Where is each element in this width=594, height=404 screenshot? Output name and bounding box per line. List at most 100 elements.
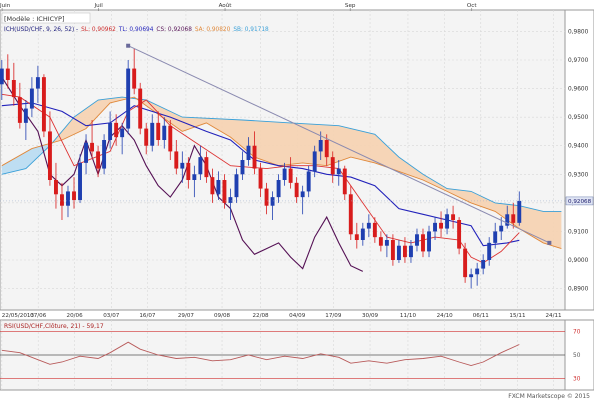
legend-item: SL: 0,90962 <box>81 27 116 33</box>
candle-body <box>162 125 167 140</box>
candle-body <box>180 162 185 169</box>
candle-body <box>409 245 413 258</box>
candle-body <box>174 151 179 169</box>
candle-body <box>204 157 209 178</box>
senkou-span-b-line <box>1 96 562 212</box>
date-tick-label: 20/06 <box>67 313 84 319</box>
candle-body <box>445 214 450 229</box>
candle-body <box>29 88 34 109</box>
month-label: Oct <box>467 3 477 9</box>
legend-item: CS: 0,92068 <box>156 27 192 33</box>
legend-item: ICH(USD/CHF, 9, 26, 52) - <box>4 27 78 33</box>
candle-body <box>427 231 431 252</box>
rsi-title: RSI(USD/CHF,Clôture, 21) - 59,17 <box>4 323 104 330</box>
candle-body <box>384 240 389 246</box>
chart-title: [Modèle : ICHICYP] <box>4 15 64 23</box>
kumo-bullish <box>1 142 53 175</box>
candle-body <box>144 128 149 146</box>
ichimoku-legend: ICH(USD/CHF, 9, 26, 52) - SL: 0,90962 TL: … <box>4 27 269 33</box>
rsi-axis: 70 50 30 <box>573 330 581 383</box>
candle-body <box>288 168 293 183</box>
candle-body <box>114 122 119 138</box>
date-tick-label: 29/07 <box>178 313 195 319</box>
month-label: Juil <box>94 3 104 9</box>
candle-body <box>150 122 155 146</box>
month-axis: JuinJuilAoûtSepOctNov <box>0 2 477 11</box>
candle-body <box>439 222 444 229</box>
legend-item: SB: 0,91718 <box>233 27 269 33</box>
candle-body <box>264 188 269 206</box>
price-tick-label: 0,9300 <box>568 172 589 178</box>
candle-body <box>312 151 317 172</box>
candle-body <box>475 268 480 275</box>
candle-body <box>5 68 10 80</box>
rsi-level-label: 70 <box>573 330 581 336</box>
candle-body <box>60 194 64 206</box>
date-tick-label: 30/09 <box>362 313 379 319</box>
candle-body <box>511 214 516 223</box>
candle-body <box>336 168 341 175</box>
trend-line-group <box>126 43 552 245</box>
price-grid <box>0 10 565 310</box>
candle-body <box>0 68 4 85</box>
candle-body <box>198 157 203 175</box>
candle-body <box>451 214 456 220</box>
candle-body <box>433 222 437 232</box>
date-tick-label: 24/11 <box>546 313 563 319</box>
candle-body <box>47 131 52 180</box>
date-tick-label: 24/10 <box>437 313 454 319</box>
date-tick-label: 22/05/2013 <box>2 313 35 319</box>
price-tick-label: 0,9800 <box>568 29 589 35</box>
candle-body <box>318 140 323 152</box>
candle-body <box>90 142 95 152</box>
candle-body <box>378 237 383 246</box>
price-axis: 0,9800 0,9700 0,9600 0,9500 0,9400 0,9300 0,92… <box>0 29 594 293</box>
candle-body <box>342 168 347 195</box>
date-tick-label: 06/11 <box>473 313 490 319</box>
month-label: Sep <box>345 3 356 9</box>
date-tick-label: 11/10 <box>400 313 417 319</box>
date-tick-label: 03/07 <box>103 313 120 319</box>
price-axis-background <box>564 9 594 311</box>
candle-body <box>168 125 173 152</box>
candle-body <box>258 168 263 189</box>
candle-body <box>23 108 28 123</box>
candle-body <box>252 145 257 169</box>
candle-body <box>421 234 425 252</box>
candle-body <box>234 174 239 198</box>
candle-body <box>457 220 462 249</box>
candle-body <box>126 68 131 129</box>
date-tick-label: 16/07 <box>139 313 156 319</box>
legend-item: SA: 0,90820 <box>195 27 231 33</box>
candle-body <box>35 77 40 89</box>
trend-line-handle <box>126 43 131 48</box>
candle-body <box>17 97 22 123</box>
candle-body <box>354 234 359 240</box>
candle-body <box>132 68 137 89</box>
candle-body <box>276 180 281 198</box>
candle-body <box>294 182 299 198</box>
trend-line <box>127 45 550 244</box>
candle-body <box>366 222 371 229</box>
candle-body <box>348 194 353 235</box>
candle-body <box>372 222 377 238</box>
last-price-label: 0,92068 <box>568 199 592 205</box>
candle-body <box>102 140 107 169</box>
candle-body <box>138 88 143 129</box>
price-tick-label: 0,8900 <box>568 287 589 293</box>
rsi-line <box>1 341 520 366</box>
candle-body <box>505 214 510 226</box>
price-tick-label: 0,9500 <box>568 115 589 121</box>
candle-body <box>402 245 407 258</box>
rsi-level-label: 50 <box>573 353 581 359</box>
candle-body <box>54 180 58 195</box>
price-tick-label: 0,9100 <box>568 229 589 235</box>
price-tick-label: 0,9700 <box>568 58 589 64</box>
candle-body <box>156 122 161 140</box>
candle-body <box>493 231 498 243</box>
date-tick-label: 17/09 <box>325 313 342 319</box>
date-tick-label: 07/06 <box>30 313 47 319</box>
last-price-box <box>565 196 594 206</box>
